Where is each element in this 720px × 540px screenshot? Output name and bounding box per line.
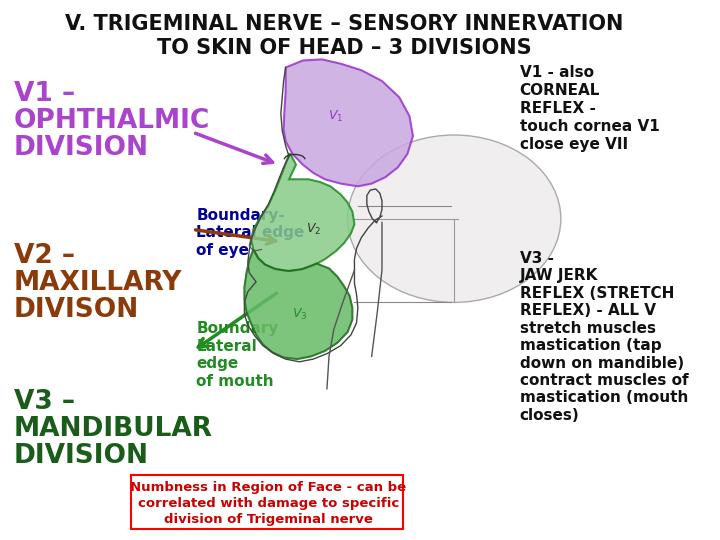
Text: Boundary-
Lateral edge
of eye: Boundary- Lateral edge of eye [197,208,305,258]
Text: V2 –
MAXILLARY
DIVISON: V2 – MAXILLARY DIVISON [14,243,182,323]
Text: $\mathit{V}_{2}$: $\mathit{V}_{2}$ [305,222,321,237]
Text: V1 –
OPHTHALMIC
DIVISION: V1 – OPHTHALMIC DIVISION [14,81,210,161]
Polygon shape [244,249,352,359]
Text: $\mathit{V}_{3}$: $\mathit{V}_{3}$ [292,307,307,322]
Text: Numbness in Region of Face - can be
correlated with damage to specific
division : Numbness in Region of Face - can be corr… [130,481,407,526]
Polygon shape [284,59,413,186]
Text: V1 - also
CORNEAL
REFLEX -
touch cornea V1
close eye VII: V1 - also CORNEAL REFLEX - touch cornea … [520,65,660,152]
Circle shape [348,135,561,302]
Text: V3 -
JAW JERK
REFLEX (STRETCH
REFLEX) - ALL V
stretch muscles
mastication (tap
d: V3 - JAW JERK REFLEX (STRETCH REFLEX) - … [520,251,688,423]
Bar [131,475,402,529]
Text: $\mathit{V}_{1}$: $\mathit{V}_{1}$ [328,109,343,124]
Text: V3 –
MANDIBULAR
DIVISION: V3 – MANDIBULAR DIVISION [14,389,213,469]
Text: Boundary
Lateral
edge
of mouth: Boundary Lateral edge of mouth [197,321,279,388]
Text: V. TRIGEMINAL NERVE – SENSORY INNERVATION
TO SKIN OF HEAD – 3 DIVISIONS: V. TRIGEMINAL NERVE – SENSORY INNERVATIO… [65,14,624,57]
Polygon shape [251,154,354,271]
